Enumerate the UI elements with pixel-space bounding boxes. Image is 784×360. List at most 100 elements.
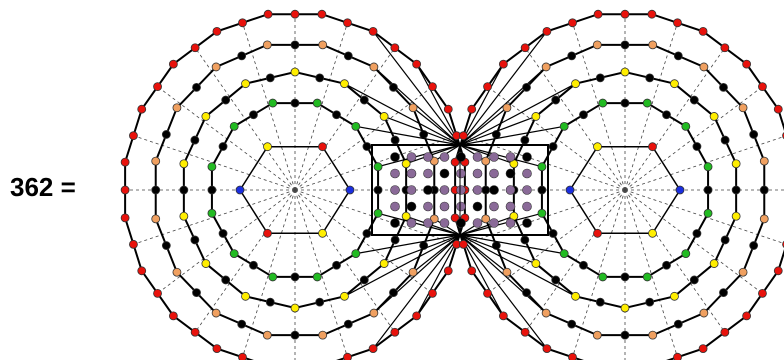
edge-dot xyxy=(221,275,231,285)
vertex-dot xyxy=(443,266,453,276)
hub-line xyxy=(459,107,508,146)
vertex-dot xyxy=(207,208,217,218)
center-dot xyxy=(423,185,433,195)
edge-dot xyxy=(315,73,325,83)
edge-dot xyxy=(459,131,468,141)
hub-line xyxy=(344,234,461,297)
vertex-dot xyxy=(412,311,422,321)
vertex-dot xyxy=(211,62,221,72)
center-dot xyxy=(505,185,516,195)
edge-dot xyxy=(153,82,162,92)
edge-dot xyxy=(579,260,588,270)
hub-line xyxy=(459,63,504,146)
vertex-dot xyxy=(537,208,547,218)
hub-line xyxy=(459,215,515,236)
edge-dot xyxy=(389,82,398,92)
vertex-dot xyxy=(373,208,383,218)
center-dot xyxy=(505,168,516,179)
hub-line xyxy=(372,234,461,349)
vertex-dot xyxy=(290,303,300,313)
center-dot xyxy=(505,201,516,212)
hub-line xyxy=(416,234,461,317)
center-dot xyxy=(406,185,417,195)
vertex-dot xyxy=(373,162,383,172)
edge-dot xyxy=(290,40,300,50)
hub-line xyxy=(459,31,548,146)
vertex-dot xyxy=(368,27,378,36)
edge-dot xyxy=(390,43,400,53)
vertex-dot xyxy=(268,98,278,108)
hub-line xyxy=(355,125,461,146)
vertex-dot xyxy=(120,213,130,223)
vertex-dot xyxy=(531,259,541,268)
vertex-dot xyxy=(168,59,178,69)
hub-line xyxy=(405,144,461,165)
edge-dot xyxy=(520,135,530,145)
edge-dot xyxy=(673,51,683,61)
center-dot xyxy=(439,168,450,179)
hub-line xyxy=(459,115,537,146)
edge-dot xyxy=(689,95,699,105)
edge-dot xyxy=(520,327,530,337)
center-dot xyxy=(390,168,400,179)
center-dot xyxy=(472,218,483,228)
vertex-dot xyxy=(201,112,211,121)
edge-dot xyxy=(758,82,767,92)
center-dot xyxy=(522,152,532,162)
vertex-dot xyxy=(241,291,250,301)
center-dot xyxy=(522,185,532,195)
edge-dot xyxy=(720,43,730,53)
center-dot xyxy=(406,152,417,162)
edge-dot xyxy=(190,235,200,245)
edge-dot xyxy=(537,185,547,195)
hub-line xyxy=(405,215,461,236)
edge-dot xyxy=(645,73,655,83)
radial-line xyxy=(624,189,727,335)
edge-dot xyxy=(161,241,171,250)
vertex-dot xyxy=(179,211,189,221)
edge-dot xyxy=(579,110,588,120)
edge-dot xyxy=(645,297,655,307)
edge-dot xyxy=(129,239,138,249)
vertex-dot xyxy=(340,79,349,89)
vertex-dot xyxy=(201,259,211,268)
edge-dot xyxy=(595,73,605,83)
edge-dot xyxy=(759,185,769,195)
vertex-dot xyxy=(498,311,508,321)
vertex-dot xyxy=(351,121,361,131)
edge-dot xyxy=(237,319,247,329)
center-dot xyxy=(522,218,532,228)
edge-dot xyxy=(290,330,300,340)
vertex-dot xyxy=(290,67,300,77)
edge-dot xyxy=(390,135,400,145)
vertex-dot xyxy=(642,272,652,282)
center-dot xyxy=(456,218,466,228)
center-dot xyxy=(439,218,450,228)
vertex-dot xyxy=(212,344,222,353)
center-dot xyxy=(472,152,483,162)
vertex-dot xyxy=(172,103,182,113)
vertex-dot xyxy=(703,208,713,218)
edge-dot xyxy=(362,142,372,151)
edge-dot xyxy=(265,297,275,307)
center-dot xyxy=(489,218,499,228)
vertex-dot xyxy=(229,249,239,259)
equation-label: 362 = xyxy=(10,172,76,202)
center-dot xyxy=(423,152,433,162)
vertex-dot xyxy=(571,79,580,89)
edge-dot xyxy=(758,288,767,298)
center-dot xyxy=(456,168,466,179)
edge-dot xyxy=(362,229,372,238)
radial-line xyxy=(294,189,397,335)
center-dot xyxy=(423,168,433,179)
center-dot xyxy=(489,185,499,195)
center-dot xyxy=(472,185,483,195)
edge-dot xyxy=(290,272,300,282)
edge-dot xyxy=(568,18,577,28)
vertex-dot xyxy=(541,308,551,318)
vertex-dot xyxy=(481,214,491,224)
inner-dot xyxy=(593,228,602,238)
vertex-dot xyxy=(698,27,708,36)
edge-dot xyxy=(343,51,353,61)
center-dot xyxy=(390,218,400,228)
